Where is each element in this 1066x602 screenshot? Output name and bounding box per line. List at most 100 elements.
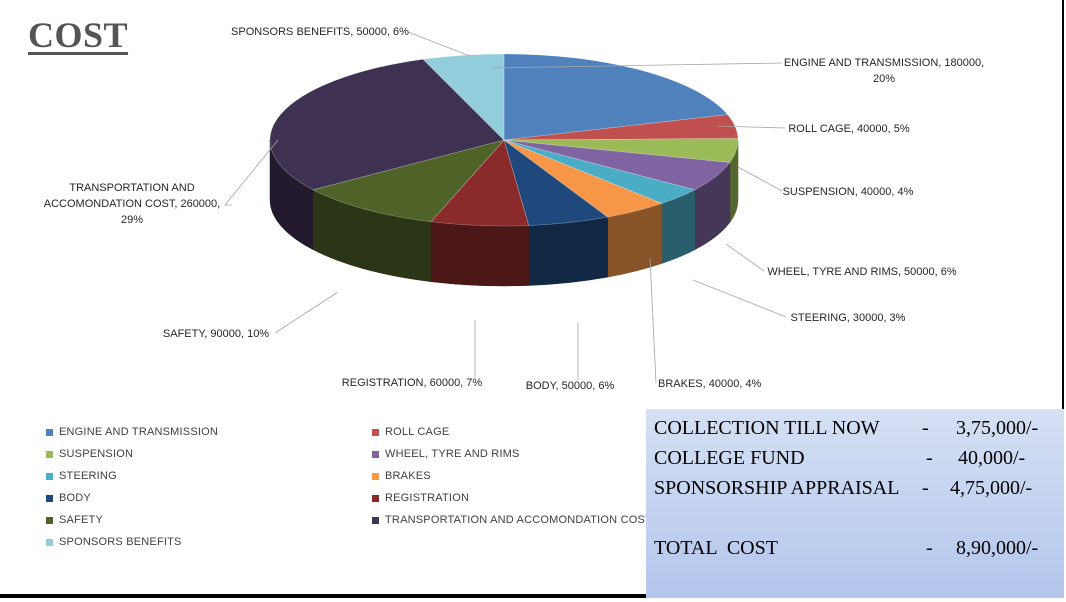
legend-label: SPONSORS BENEFITS — [59, 536, 182, 548]
pie-slice-body — [503, 139, 609, 226]
legend-item-registration: REGISTRATION — [372, 492, 469, 504]
pie-slice-safety — [312, 139, 505, 223]
data-label-sponsors-benefits: SPONSORS BENEFITS, 50000, 6% — [231, 26, 409, 38]
slide-title: COST — [28, 15, 129, 55]
leader-line-wheel-tyre-and-rims — [725, 243, 765, 272]
data-label-line: WHEEL, TYRE AND RIMS, 50000, 6% — [767, 266, 957, 278]
legend-swatch — [46, 450, 53, 458]
data-label-line: SAFETY, 90000, 10% — [163, 328, 269, 340]
legend-swatch — [372, 428, 379, 436]
summary-dash: - — [926, 537, 933, 559]
data-label-roll-cage: ROLL CAGE, 40000, 5% — [788, 123, 909, 135]
legend-label: WHEEL, TYRE AND RIMS — [385, 448, 520, 460]
data-label-line: STEERING, 30000, 3% — [791, 312, 906, 324]
pie-slice-sponsors-benefits — [422, 53, 505, 141]
legend-item-sponsors-benefits: SPONSORS BENEFITS — [46, 536, 182, 548]
data-label-transportation-and-accomondation-cost: TRANSPORTATION AND ACCOMONDATION COST, 26… — [44, 182, 220, 226]
pie-side-body — [528, 216, 608, 286]
summary-row-collection: COLLECTION TILL NOW - 3,75,000/- — [654, 417, 1064, 441]
pie-slice-steering — [503, 139, 696, 204]
legend-item-engine-and-transmission: ENGINE AND TRANSMISSION — [46, 426, 218, 438]
data-label-line: BODY, 50000, 6% — [526, 380, 615, 392]
summary-label: TOTAL COST — [654, 537, 778, 559]
legend-label: SAFETY — [59, 514, 103, 526]
summary-dash: - — [922, 477, 929, 499]
summary-row-college-fund: COLLEGE FUND - 40,000/- — [654, 447, 1064, 471]
legend-label: TRANSPORTATION AND ACCOMONDATION COST — [385, 514, 652, 526]
summary-label: COLLEGE FUND — [654, 447, 805, 469]
data-label-line: BRAKES, 40000, 4% — [658, 378, 762, 390]
legend-item-suspension: SUSPENSION — [46, 448, 133, 460]
legend-item-body: BODY — [46, 492, 91, 504]
data-label-suspension: SUSPENSION, 40000, 4% — [783, 186, 914, 198]
leader-line-steering — [692, 279, 787, 318]
summary-row-sponsorship: SPONSORSHIP APPRAISAL - 4,75,000/- — [654, 477, 1064, 501]
pie-slice-engine-and-transmission — [503, 53, 729, 141]
summary-dash: - — [926, 447, 933, 469]
leader-line-suspension — [737, 166, 783, 192]
pie-slice-suspension — [503, 138, 739, 163]
legend-swatch — [46, 494, 53, 502]
legend-item-brakes: BRAKES — [372, 470, 431, 482]
data-label-line: ENGINE AND TRANSMISSION, 180000, — [784, 57, 984, 69]
summary-value: 8,90,000/- — [956, 537, 1039, 559]
data-label-steering: STEERING, 30000, 3% — [791, 312, 906, 324]
legend-swatch — [372, 450, 379, 458]
legend-label: REGISTRATION — [385, 492, 470, 504]
legend-item-steering: STEERING — [46, 470, 117, 482]
data-label-line: SPONSORS BENEFITS, 50000, 6% — [231, 26, 409, 38]
legend-label: ENGINE AND TRANSMISSION — [59, 426, 219, 438]
summary-box: COLLECTION TILL NOW - 3,75,000/- COLLEGE… — [646, 409, 1064, 598]
data-label-registration: REGISTRATION, 60000, 7% — [342, 377, 483, 389]
legend-label: BODY — [59, 492, 91, 504]
legend-swatch — [372, 472, 379, 480]
data-label-line: 20% — [873, 73, 895, 85]
data-label-engine-and-transmission: ENGINE AND TRANSMISSION, 180000, 20% — [784, 57, 984, 85]
data-label-wheel-tyre-and-rims: WHEEL, TYRE AND RIMS, 50000, 6% — [767, 266, 957, 278]
legend-swatch — [372, 494, 379, 502]
pie-leaders — [224, 31, 787, 384]
legend-item-wheel-tyre-and-rims: WHEEL, TYRE AND RIMS — [372, 448, 520, 460]
legend-label: ROLL CAGE — [385, 426, 450, 438]
data-label-line: SUSPENSION, 40000, 4% — [783, 186, 914, 198]
data-label-safety: SAFETY, 90000, 10% — [163, 328, 269, 340]
pie-slice-transportation-and-accomondation-cost — [269, 58, 505, 191]
data-label-body: BODY, 50000, 6% — [526, 380, 615, 392]
pie-sides — [269, 139, 739, 287]
legend-swatch — [46, 428, 53, 436]
legend-label: STEERING — [59, 470, 117, 482]
legend-swatch — [46, 472, 53, 480]
leader-line-sponsors-benefits — [407, 31, 471, 57]
leader-line-engine-and-transmission — [489, 62, 783, 69]
legend-label: BRAKES — [385, 470, 431, 482]
legend-item-transportation-and-accomondation-cost: TRANSPORTATION AND ACCOMONDATION COST — [372, 514, 652, 526]
legend-label: SUSPENSION — [59, 448, 134, 460]
legend-swatch — [372, 516, 379, 524]
chart-legend: ENGINE AND TRANSMISSION ROLL CAGE SUSPENSI… — [40, 426, 652, 566]
leader-line-roll-cage — [716, 125, 786, 129]
summary-label: SPONSORSHIP APPRAISAL — [654, 477, 900, 499]
leader-line-brakes — [649, 257, 657, 384]
pie-side-safety — [312, 189, 432, 282]
summary-row-total: TOTAL COST - 8,90,000/- — [654, 537, 1064, 561]
summary-label: COLLECTION TILL NOW — [654, 417, 880, 439]
data-label-line: 29% — [121, 214, 143, 226]
data-label-brakes: BRAKES, 40000, 4% — [658, 378, 762, 390]
legend-swatch — [46, 538, 53, 546]
summary-value: 3,75,000/- — [956, 417, 1039, 439]
data-label-line: REGISTRATION, 60000, 7% — [342, 377, 483, 389]
pie-slice-wheel-tyre-and-rims — [503, 139, 731, 191]
data-label-line: TRANSPORTATION AND — [69, 182, 194, 194]
data-label-line: ACCOMONDATION COST, 260000, — [44, 198, 220, 210]
pie-tops — [269, 53, 739, 227]
pie-side-registration — [430, 221, 529, 287]
legend-swatch — [46, 516, 53, 524]
legend-item-safety: SAFETY — [46, 514, 103, 526]
leader-line-safety — [274, 291, 339, 334]
legend-item-roll-cage: ROLL CAGE — [372, 426, 449, 438]
data-label-line: ROLL CAGE, 40000, 5% — [788, 123, 909, 135]
pie-slice-brakes — [503, 139, 663, 218]
pie-slice-registration — [430, 139, 530, 227]
